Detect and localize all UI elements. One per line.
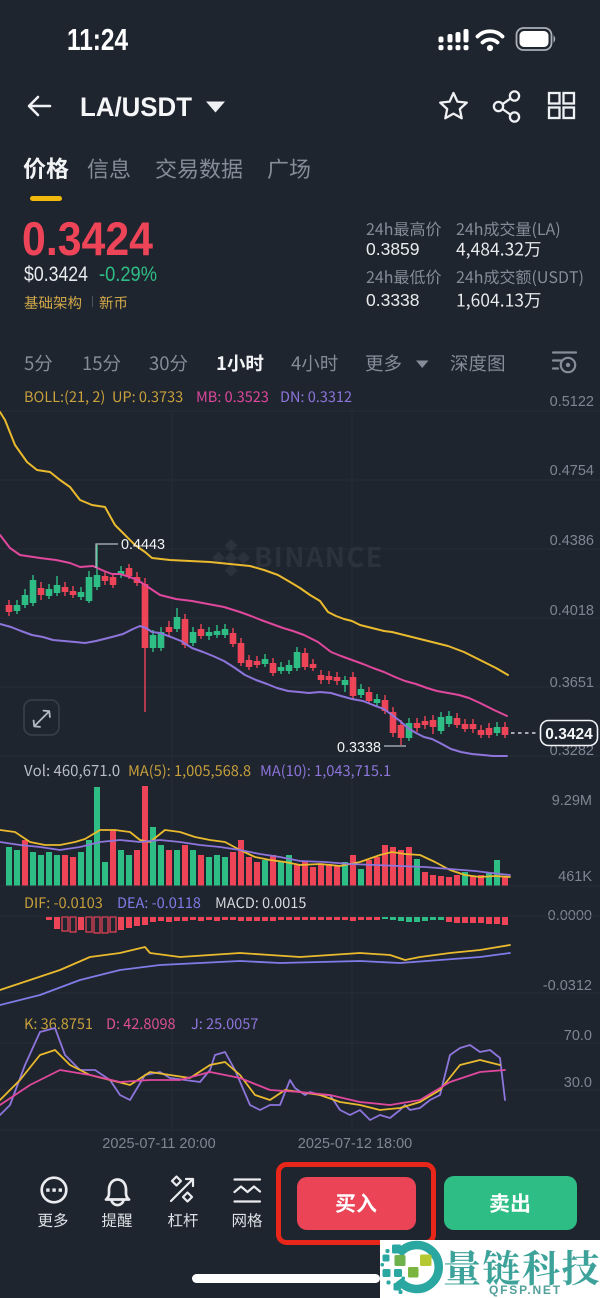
svg-text:0.4018: 0.4018 (550, 603, 594, 619)
svg-text:0.3338: 0.3338 (337, 739, 381, 756)
svg-text:9.29M: 9.29M (552, 793, 592, 809)
svg-text:0.4754: 0.4754 (550, 463, 594, 479)
svg-text:0.5122: 0.5122 (550, 394, 594, 410)
svg-text:11:24: 11:24 (67, 22, 129, 57)
svg-text:LA/USDT: LA/USDT (80, 92, 192, 122)
svg-text:2025-07-12 18:00: 2025-07-12 18:00 (298, 1136, 413, 1152)
svg-text:0.3424: 0.3424 (545, 726, 593, 743)
svg-text:2025-07-11 20:00: 2025-07-11 20:00 (102, 1136, 215, 1152)
svg-text:-0.0312: -0.0312 (543, 978, 592, 994)
svg-text:0.3282: 0.3282 (550, 743, 594, 759)
svg-text:461K: 461K (558, 869, 592, 885)
svg-text:$0.3424: $0.3424 (24, 263, 88, 286)
svg-text:0.3859: 0.3859 (366, 239, 420, 259)
svg-text:0.3338: 0.3338 (366, 290, 420, 310)
svg-text:0.3424: 0.3424 (22, 212, 153, 265)
svg-text:70.0: 70.0 (564, 1028, 592, 1044)
svg-text:0.3651: 0.3651 (550, 675, 594, 691)
svg-text:-0.29%: -0.29% (99, 263, 157, 286)
svg-text:0.4443: 0.4443 (121, 536, 165, 553)
svg-text:30.0: 30.0 (564, 1075, 592, 1091)
svg-text:QFSP.NET: QFSP.NET (489, 1283, 562, 1297)
svg-text:0.4386: 0.4386 (550, 533, 594, 549)
